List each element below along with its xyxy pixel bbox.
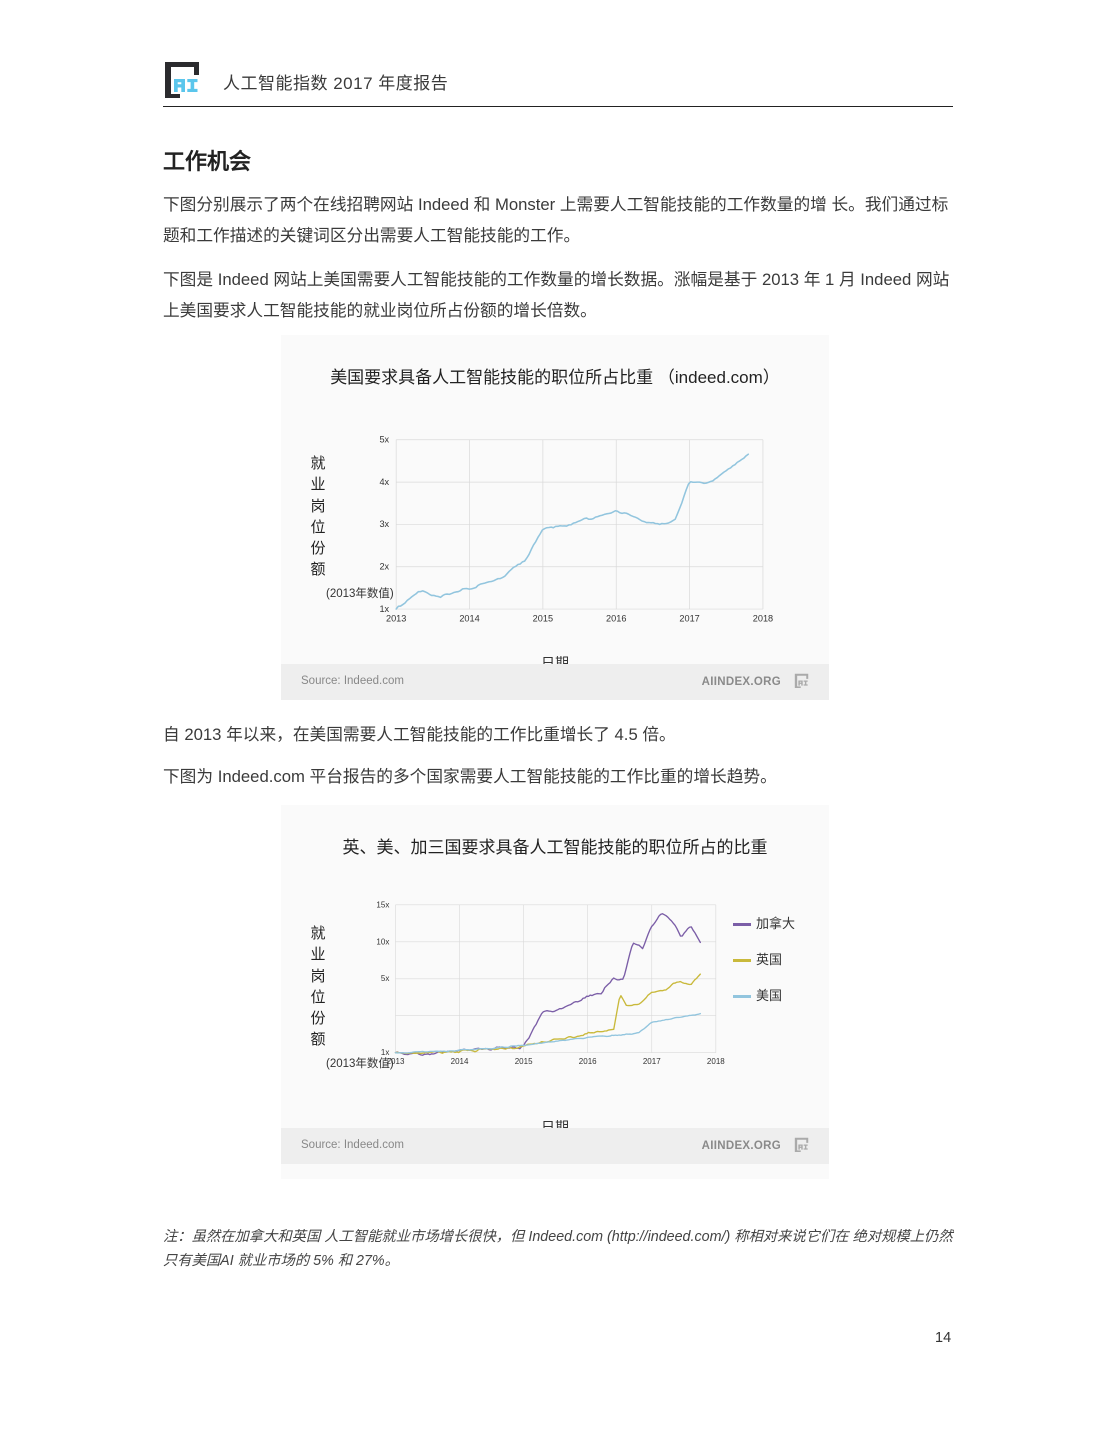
svg-text:2014: 2014 bbox=[451, 1057, 469, 1066]
svg-text:2014: 2014 bbox=[459, 614, 479, 624]
svg-text:2016: 2016 bbox=[579, 1057, 597, 1066]
svg-text:1x: 1x bbox=[379, 604, 389, 614]
svg-text:2013: 2013 bbox=[386, 614, 406, 624]
svg-text:2x: 2x bbox=[379, 562, 389, 572]
svg-text:15x: 15x bbox=[376, 900, 389, 909]
svg-text:2017: 2017 bbox=[679, 614, 699, 624]
svg-text:5x: 5x bbox=[379, 435, 389, 445]
svg-text:1x: 1x bbox=[381, 1048, 389, 1057]
svg-text:2016: 2016 bbox=[606, 614, 626, 624]
svg-text:10x: 10x bbox=[376, 937, 389, 946]
svg-text:3x: 3x bbox=[379, 519, 389, 529]
svg-text:2015: 2015 bbox=[515, 1057, 533, 1066]
svg-text:2018: 2018 bbox=[753, 614, 773, 624]
svg-text:5x: 5x bbox=[381, 974, 389, 983]
svg-text:2013: 2013 bbox=[387, 1057, 405, 1066]
svg-text:2018: 2018 bbox=[707, 1057, 725, 1066]
svg-text:2015: 2015 bbox=[533, 614, 553, 624]
svg-text:2017: 2017 bbox=[643, 1057, 661, 1066]
svg-text:4x: 4x bbox=[379, 477, 389, 487]
